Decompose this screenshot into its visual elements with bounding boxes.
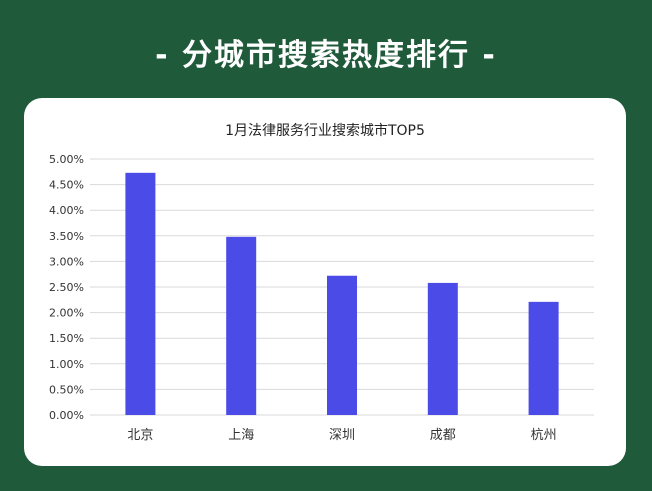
- x-tick-label: 成都: [430, 428, 456, 443]
- y-tick-label: 1.50%: [49, 332, 84, 345]
- bar-chart: 0.00% 0.50% 1.00% 1.50% 2.00% 2.50% 3.00% 3.50%…: [49, 153, 594, 443]
- y-tick-label: 1.00%: [49, 358, 84, 371]
- chart-title: 1月法律服务行业搜索城市TOP5: [225, 123, 425, 139]
- bar-1: [125, 172, 156, 415]
- x-tick-label: 杭州: [531, 428, 557, 443]
- x-tick-label: 深圳: [329, 428, 355, 443]
- x-tick-label: 上海: [228, 428, 254, 443]
- y-tick-label: 4.50%: [49, 179, 84, 192]
- y-tick-label: 2.50%: [49, 281, 84, 294]
- chart-card: 1月法律服务行业搜索城市TOP5 0.00% 0.50% 1.00% 1.50% 2.0…: [24, 98, 626, 466]
- y-tick-label: 5.00%: [49, 153, 84, 166]
- y-tick-label: 2.00%: [49, 307, 84, 320]
- y-tick-label: 0.00%: [49, 409, 84, 422]
- y-tick-label: 0.50%: [49, 383, 84, 396]
- y-tick-label: 3.00%: [49, 255, 84, 268]
- bar-3: [327, 275, 357, 415]
- bar-4: [427, 282, 458, 415]
- bar-5: [528, 301, 559, 415]
- bar-2: [226, 236, 257, 415]
- y-tick-label: 4.00%: [49, 204, 84, 217]
- x-tick-label: 北京: [127, 428, 153, 443]
- banner-title: - 分城市搜索热度排行 -: [155, 38, 497, 73]
- y-tick-label: 3.50%: [49, 230, 84, 243]
